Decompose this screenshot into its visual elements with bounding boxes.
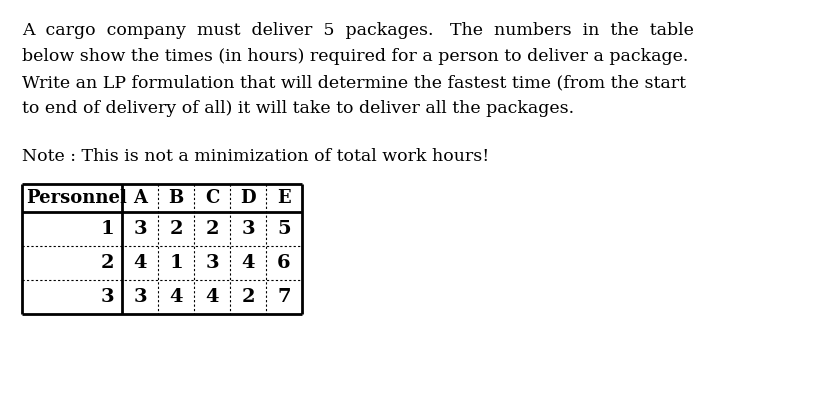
- Text: 2: 2: [169, 220, 183, 238]
- Text: 4: 4: [241, 254, 255, 272]
- Text: below show the times (in hours) required for a person to deliver a package.: below show the times (in hours) required…: [22, 48, 687, 65]
- Text: 3: 3: [100, 288, 114, 306]
- Text: 4: 4: [133, 254, 146, 272]
- Text: 4: 4: [205, 288, 218, 306]
- Text: 5: 5: [277, 220, 290, 238]
- Text: B: B: [168, 189, 184, 207]
- Text: A  cargo  company  must  deliver  5  packages.   The  numbers  in  the  table: A cargo company must deliver 5 packages.…: [22, 22, 693, 39]
- Text: 3: 3: [241, 220, 255, 238]
- Text: 1: 1: [169, 254, 183, 272]
- Text: 2: 2: [205, 220, 218, 238]
- Text: 7: 7: [277, 288, 290, 306]
- Text: E: E: [277, 189, 290, 207]
- Text: 3: 3: [133, 288, 146, 306]
- Text: D: D: [240, 189, 256, 207]
- Text: to end of delivery of all) it will take to deliver all the packages.: to end of delivery of all) it will take …: [22, 100, 573, 117]
- Text: 3: 3: [133, 220, 146, 238]
- Text: Write an LP formulation that will determine the fastest time (from the start: Write an LP formulation that will determ…: [22, 74, 686, 91]
- Text: Personnel: Personnel: [26, 189, 127, 207]
- Text: C: C: [204, 189, 219, 207]
- Text: 3: 3: [205, 254, 218, 272]
- Text: Note : This is not a minimization of total work hours!: Note : This is not a minimization of tot…: [22, 148, 489, 165]
- Text: 6: 6: [277, 254, 290, 272]
- Text: 2: 2: [100, 254, 114, 272]
- Text: 1: 1: [100, 220, 114, 238]
- Text: 4: 4: [169, 288, 183, 306]
- Text: 2: 2: [241, 288, 255, 306]
- Text: A: A: [133, 189, 147, 207]
